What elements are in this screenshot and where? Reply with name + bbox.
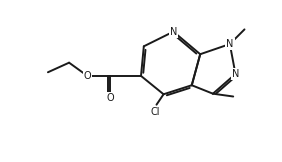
Text: Cl: Cl [150, 107, 160, 117]
Text: N: N [232, 69, 239, 79]
Text: N: N [226, 39, 233, 49]
Text: O: O [106, 93, 114, 104]
Text: N: N [170, 27, 177, 37]
Text: O: O [83, 71, 91, 81]
